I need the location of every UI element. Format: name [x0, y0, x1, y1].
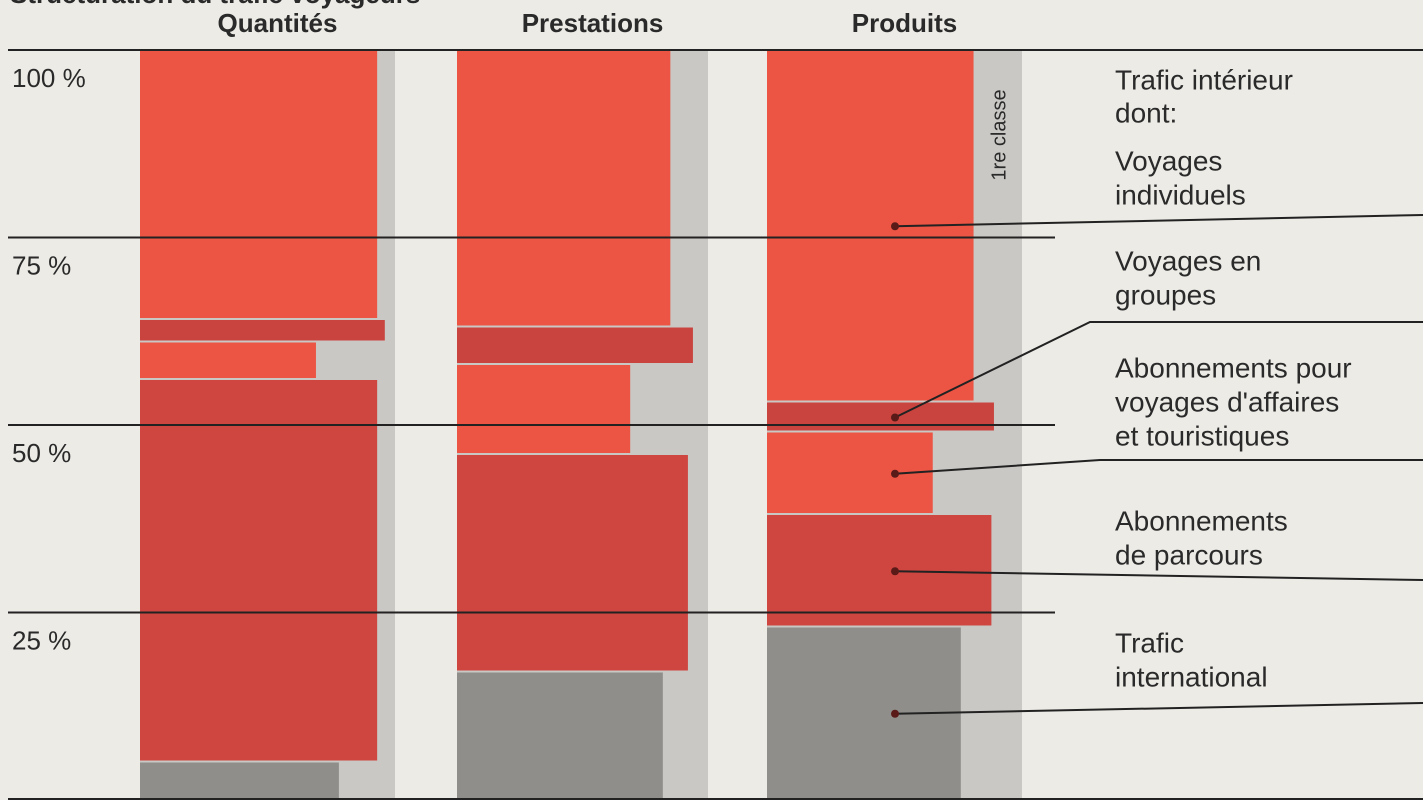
- leader-line: [894, 570, 1423, 581]
- first-class-label: 1re classe: [988, 89, 1010, 180]
- legend-header: Trafic intérieur: [1115, 64, 1293, 95]
- chart-title: Structuration du trafic voyageurs: [10, 0, 420, 9]
- bar-segment: [767, 515, 992, 626]
- legend-label: de parcours: [1115, 539, 1263, 570]
- bar-segment: [140, 380, 378, 761]
- leader-dot: [891, 709, 899, 718]
- bar-segment: [457, 672, 663, 798]
- legend-label: Abonnements pour: [1115, 352, 1352, 383]
- bar-segment: [457, 50, 671, 326]
- leader-line: [894, 702, 1423, 715]
- bar-segment: [767, 402, 994, 431]
- column-header: Quantités: [218, 8, 338, 38]
- column-header: Produits: [852, 8, 957, 38]
- leader-dot: [891, 469, 899, 478]
- legend-label: Abonnements: [1115, 505, 1288, 536]
- legend-label: Voyages en: [1115, 245, 1261, 276]
- bar-segment: [140, 762, 339, 798]
- legend-label: voyages d'affaires: [1115, 386, 1339, 417]
- leader-dot: [891, 567, 899, 576]
- bar-segment: [140, 50, 378, 318]
- y-tick-label: 75 %: [12, 250, 71, 280]
- legend-label: groupes: [1115, 279, 1216, 310]
- bar-segment: [140, 320, 385, 341]
- legend-label: Trafic: [1115, 627, 1184, 658]
- leader-line: [894, 214, 1423, 228]
- y-tick-label: 100 %: [12, 63, 86, 93]
- leader-dot: [891, 413, 899, 422]
- bar-segment: [140, 342, 316, 378]
- leader-line: [894, 321, 1423, 419]
- bar-segment: [457, 327, 693, 363]
- leader-dot: [891, 222, 899, 231]
- y-tick-label: 50 %: [12, 438, 71, 468]
- bar-segment: [457, 365, 631, 453]
- legend-label: et touristiques: [1115, 420, 1289, 451]
- legend-label: Voyages: [1115, 145, 1222, 176]
- legend-label: individuels: [1115, 179, 1246, 210]
- y-tick-label: 25 %: [12, 625, 71, 655]
- bar-segment: [457, 455, 688, 671]
- legend-label: international: [1115, 661, 1268, 692]
- column-header: Prestations: [522, 8, 664, 38]
- legend-header: dont:: [1115, 97, 1177, 128]
- leader-line: [894, 459, 1423, 475]
